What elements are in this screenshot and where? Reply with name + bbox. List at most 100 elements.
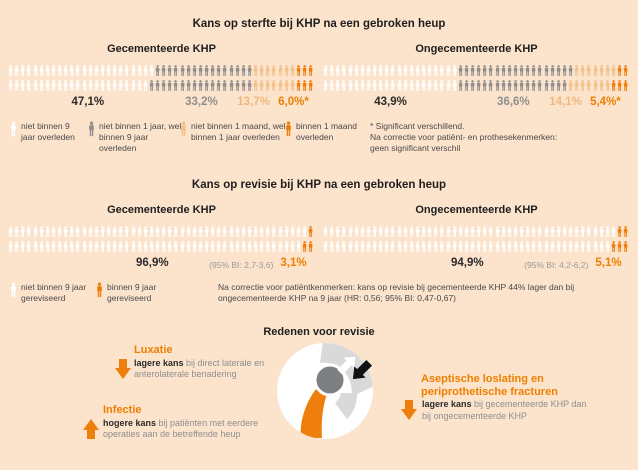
person-icon (519, 241, 524, 252)
person-icon (525, 80, 530, 91)
person-icon (605, 241, 610, 252)
person-icon (464, 241, 469, 252)
person-icon (427, 226, 432, 237)
person-icon (217, 241, 221, 252)
person-icon (33, 241, 37, 252)
person-icon (372, 80, 377, 91)
person-icon (348, 226, 352, 237)
person-icon (259, 80, 264, 91)
person-icon (397, 241, 401, 252)
reason-text: lagere kans bij direct laterale en anter… (134, 357, 265, 379)
person-icon (88, 241, 92, 252)
person-icon (296, 226, 301, 237)
person-icon (354, 226, 358, 237)
person-icon (617, 80, 622, 91)
person-icon (223, 226, 227, 237)
person-icon (519, 80, 524, 91)
person-icon (149, 65, 154, 76)
person-icon (131, 65, 135, 76)
person-icon (587, 65, 591, 76)
person-icon (70, 80, 74, 91)
person-icon (94, 65, 99, 76)
person-icon (308, 226, 313, 237)
person-icon (63, 241, 68, 252)
person-icon (229, 80, 233, 91)
person-icon (284, 226, 288, 237)
reasons-title: Redenen voor revisie (263, 326, 375, 338)
person-icon (100, 65, 105, 76)
person-icon (342, 226, 346, 237)
person-icon (100, 226, 105, 237)
person-icon (210, 241, 215, 252)
reason-heading: Aseptische loslating en periprothetische… (421, 373, 558, 398)
person-icon (89, 121, 94, 137)
person-icon (434, 80, 438, 91)
person-icon (372, 226, 377, 237)
person-icon (489, 226, 493, 237)
person-icon (241, 80, 246, 91)
person-icon (562, 80, 567, 91)
person-icon (581, 80, 585, 91)
person-icon (45, 80, 50, 91)
person-icon (440, 226, 444, 237)
mortality-groups: Gecementeerde KHP 47,1% 33,2% 13,7% 6,0%… (8, 30, 630, 111)
person-icon (391, 80, 395, 91)
person-icon (253, 80, 258, 91)
person-icon (532, 226, 536, 237)
person-icon (378, 65, 383, 76)
person-icon (302, 241, 307, 252)
person-icon (14, 226, 19, 237)
pct-not-revised: 96,9% (135, 257, 169, 269)
pictogram-row (323, 225, 630, 239)
person-icon (155, 226, 160, 237)
person-icon (39, 65, 43, 76)
person-icon (266, 80, 270, 91)
person-icon (143, 65, 148, 76)
legend-label: niet binnen 1 maand, wel binnen 1 jaar o… (191, 121, 286, 143)
person-icon (403, 80, 407, 91)
significance-note: * Significant verschillend. Na correctie… (370, 121, 558, 154)
person-icon (308, 241, 313, 252)
person-icon (33, 226, 37, 237)
person-icon (342, 241, 346, 252)
person-icon (161, 226, 166, 237)
legend-label: niet binnen 1 jaar, wel binnen 9 jaar ov… (99, 121, 182, 154)
person-icon (421, 226, 426, 237)
person-icon (483, 80, 487, 91)
person-icon (532, 65, 536, 76)
down-arrow-icon (401, 400, 417, 421)
person-icon (372, 65, 377, 76)
pictogram-row (8, 240, 315, 254)
person-icon (131, 226, 135, 237)
person-icon (27, 65, 31, 76)
person-icon (143, 241, 148, 252)
person-icon (149, 80, 154, 91)
person-icon (409, 241, 414, 252)
person-icon (39, 241, 43, 252)
person-icon (235, 80, 239, 91)
person-icon (155, 65, 160, 76)
legend-label: niet binnen 9 jaar gereviseerd (21, 282, 87, 304)
person-icon (593, 226, 597, 237)
pictogram-mortality-uncemented (323, 64, 630, 93)
person-icon (290, 80, 295, 91)
person-icon (155, 80, 160, 91)
person-icon (385, 65, 389, 76)
person-icon (470, 80, 475, 91)
person-icon (513, 241, 518, 252)
revision-group-cemented: Gecementeerde KHP 96,9% (95% BI: 2,7-3,6… (8, 191, 315, 272)
person-icon (378, 241, 383, 252)
person-icon (391, 241, 395, 252)
person-icon (507, 226, 512, 237)
person-icon (272, 80, 276, 91)
person-icon (168, 226, 172, 237)
person-icon (501, 226, 505, 237)
person-icon (100, 241, 105, 252)
person-icon (525, 241, 530, 252)
person-icon (403, 226, 407, 237)
person-icon (562, 65, 567, 76)
person-icon (574, 80, 579, 91)
person-icon (415, 226, 420, 237)
person-icon (106, 226, 111, 237)
person-icon (434, 65, 438, 76)
